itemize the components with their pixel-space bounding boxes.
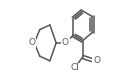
- Text: O: O: [62, 38, 69, 47]
- Text: O: O: [28, 38, 35, 47]
- Text: O: O: [93, 56, 100, 65]
- Text: Cl: Cl: [70, 63, 79, 72]
